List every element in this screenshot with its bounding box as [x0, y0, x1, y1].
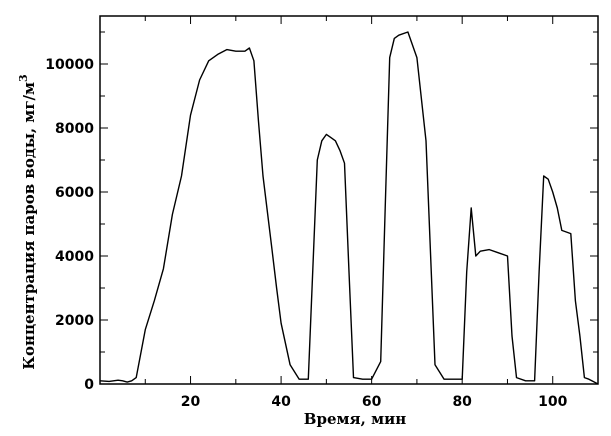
- y-tick-label: 4000: [55, 249, 94, 265]
- x-tick-label: 40: [271, 394, 291, 410]
- y-axis-label-group: Концентрация паров воды, мг/м3: [17, 74, 38, 369]
- y-tick-label: 8000: [55, 121, 94, 137]
- chart-marks: [99, 31, 599, 385]
- y-tick-label: 6000: [55, 185, 94, 201]
- x-axis-label: Время, мин: [304, 410, 406, 428]
- plot-frame: [99, 15, 599, 385]
- x-tick-label: 80: [452, 394, 472, 410]
- y-tick-label: 0: [84, 377, 94, 393]
- y-axis-label-text: Концентрация паров воды, мг/м: [20, 82, 38, 370]
- series-line-0: [99, 31, 599, 385]
- y-axis-label-superscript: 3: [17, 74, 30, 82]
- y-axis-label: Концентрация паров воды, мг/м3: [17, 74, 38, 369]
- x-tick-label: 20: [181, 394, 201, 410]
- chart-ticks: 20 40 60 80 100 0 2000 4000 6000 8000 10000: [45, 16, 598, 410]
- x-tick-label: 100: [538, 394, 567, 410]
- y-tick-label: 10000: [45, 57, 94, 73]
- y-tick-label: 2000: [55, 313, 94, 329]
- x-tick-label: 60: [362, 394, 382, 410]
